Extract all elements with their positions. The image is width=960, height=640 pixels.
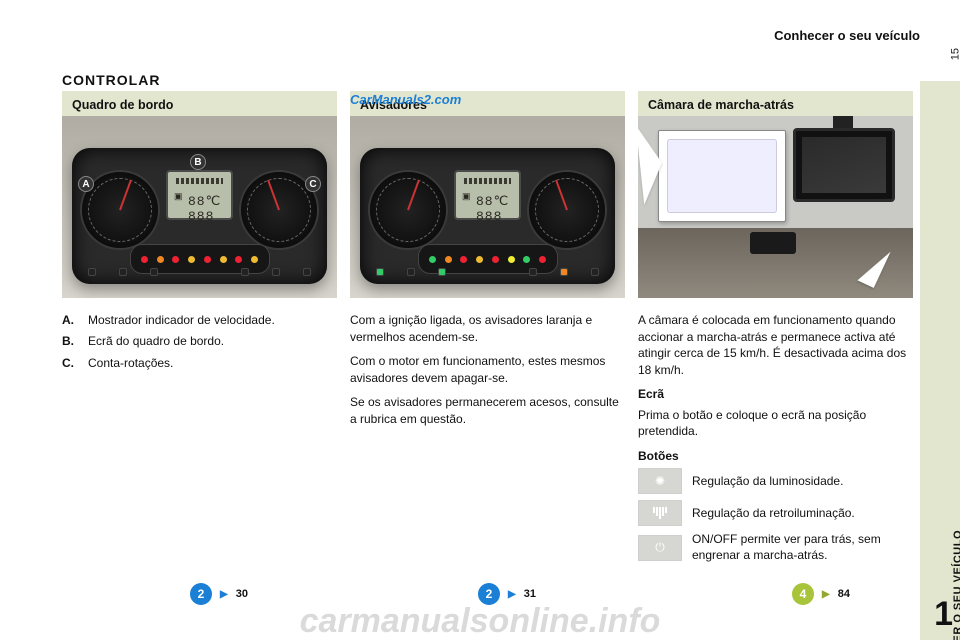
brightness-icon	[638, 468, 682, 494]
watermark-top: CarManuals2.com	[350, 92, 461, 107]
callout-list: A.Mostrador indicador de velocidade. B.E…	[62, 312, 337, 372]
power-icon	[638, 535, 682, 561]
instrument-panel-figure: ▣ 88℃ 888 A	[62, 116, 337, 298]
callout-a-icon: A	[78, 176, 94, 192]
warning-text: Com a ignição ligada, os avisadores lara…	[350, 312, 625, 427]
card-title: Quadro de bordo	[62, 91, 337, 116]
section-title: CONTROLAR	[62, 72, 160, 88]
lcd-readout: 88℃ 888	[476, 194, 519, 224]
camera-screen	[793, 128, 895, 202]
card-reverse-camera: Câmara de marcha-atrás	[638, 91, 913, 298]
button-row-brightness: Regulação da luminosidade.	[638, 468, 913, 494]
backlight-icon	[638, 500, 682, 526]
card-title: Câmara de marcha-atrás	[638, 91, 913, 116]
crossref-arrow-icon: ▶	[508, 589, 516, 600]
button-row-onoff: ON/OFF permite ver para trás, sem engren…	[638, 532, 913, 563]
manual-page: Conhecer o seu veículo 15 CONHECER O SEU…	[0, 0, 960, 640]
column-instrument-panel: Quadro de bordo ▣ 88℃ 888	[62, 91, 337, 376]
card-instrument-panel: Quadro de bordo ▣ 88℃ 888	[62, 91, 337, 298]
crossref-arrow-icon: ▶	[220, 589, 228, 600]
watermark-bottom: carmanualsonline.info	[0, 602, 960, 640]
column-warning-lamps: Avisadores ▣ 88℃ 888	[350, 91, 625, 435]
column-reverse-camera: Câmara de marcha-atrás A câmara é coloca…	[638, 91, 913, 570]
reverse-camera-text: A câmara é colocada em funcionamento qua…	[638, 312, 913, 564]
running-header: Conhecer o seu veículo	[774, 28, 920, 43]
card-warning-lamps: Avisadores ▣ 88℃ 888	[350, 91, 625, 298]
callout-c-icon: C	[305, 176, 321, 192]
lcd-readout: 88℃ 888	[188, 194, 231, 224]
warning-lamps-figure: ▣ 88℃ 888	[350, 116, 625, 298]
crossref-arrow-icon: ▶	[822, 589, 830, 600]
camera-unit	[750, 232, 796, 254]
reverse-camera-figure	[638, 116, 913, 298]
button-row-backlight: Regulação da retroiluminação.	[638, 500, 913, 526]
callout-b-icon: B	[190, 154, 206, 170]
page-number: 15	[949, 48, 960, 60]
